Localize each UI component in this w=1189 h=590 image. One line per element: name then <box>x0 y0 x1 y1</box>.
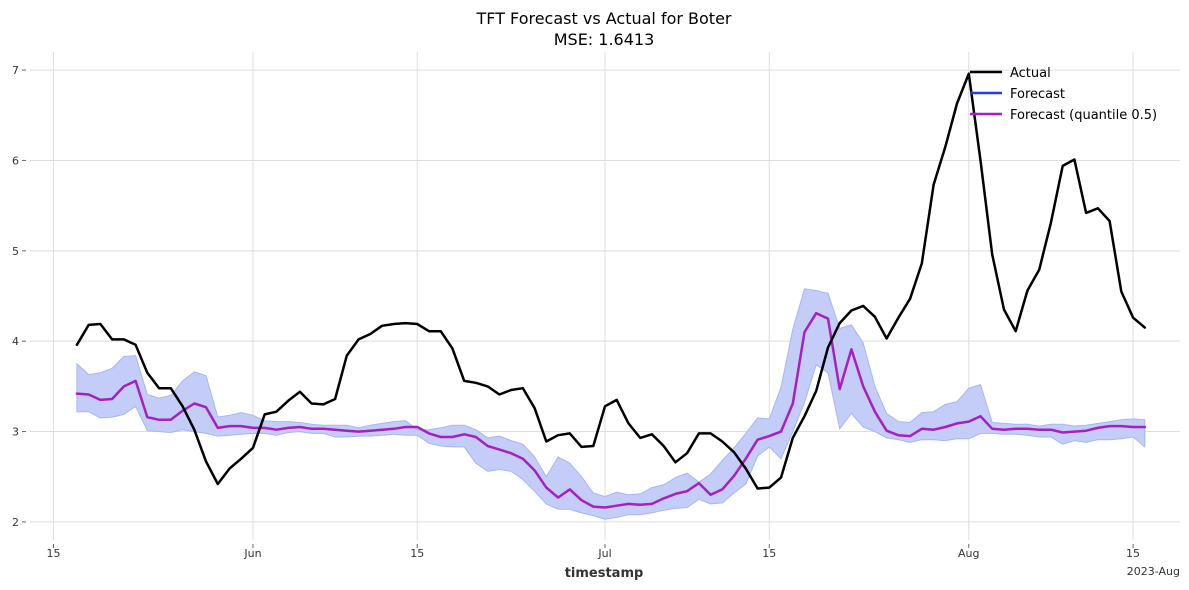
x-axis-offset-label: 2023-Aug <box>1127 565 1180 578</box>
series-lines <box>75 72 1147 509</box>
x-axis-label: timestamp <box>565 566 644 581</box>
x-tick-label: Jun <box>243 547 261 560</box>
legend: Actual Forecast Forecast (quantile 0.5) <box>970 66 1157 123</box>
x-tick-label: 15 <box>410 547 424 560</box>
y-tick-label: 7 <box>12 64 19 77</box>
forecast-band <box>76 288 1146 520</box>
axis-ticks: 15 Jun 15 Jul 15 Aug 15 2 3 4 5 6 7 <box>12 64 1140 560</box>
y-tick-label: 5 <box>12 245 19 258</box>
y-tick-label: 3 <box>12 426 19 439</box>
x-tick-label: 15 <box>46 547 60 560</box>
y-tick-label: 4 <box>12 335 19 348</box>
x-tick-label: 15 <box>762 547 776 560</box>
grid <box>30 52 1180 540</box>
x-tick-label: Aug <box>958 547 979 560</box>
forecast-interval-band <box>76 288 1146 520</box>
x-tick-label: Jul <box>597 547 611 560</box>
legend-label-actual: Actual <box>1010 66 1051 81</box>
y-tick-label: 2 <box>12 516 19 529</box>
legend-label-forecast-quantile: Forecast (quantile 0.5) <box>1010 108 1157 123</box>
forecast-quantile-line <box>75 311 1147 509</box>
y-tick-label: 6 <box>12 154 19 167</box>
actual-line <box>75 72 1147 490</box>
x-tick-label: 15 <box>1126 547 1140 560</box>
chart-title: TFT Forecast vs Actual for Boter <box>476 9 732 28</box>
legend-label-forecast: Forecast <box>1010 87 1065 102</box>
chart-subtitle: MSE: 1.6413 <box>554 30 655 49</box>
